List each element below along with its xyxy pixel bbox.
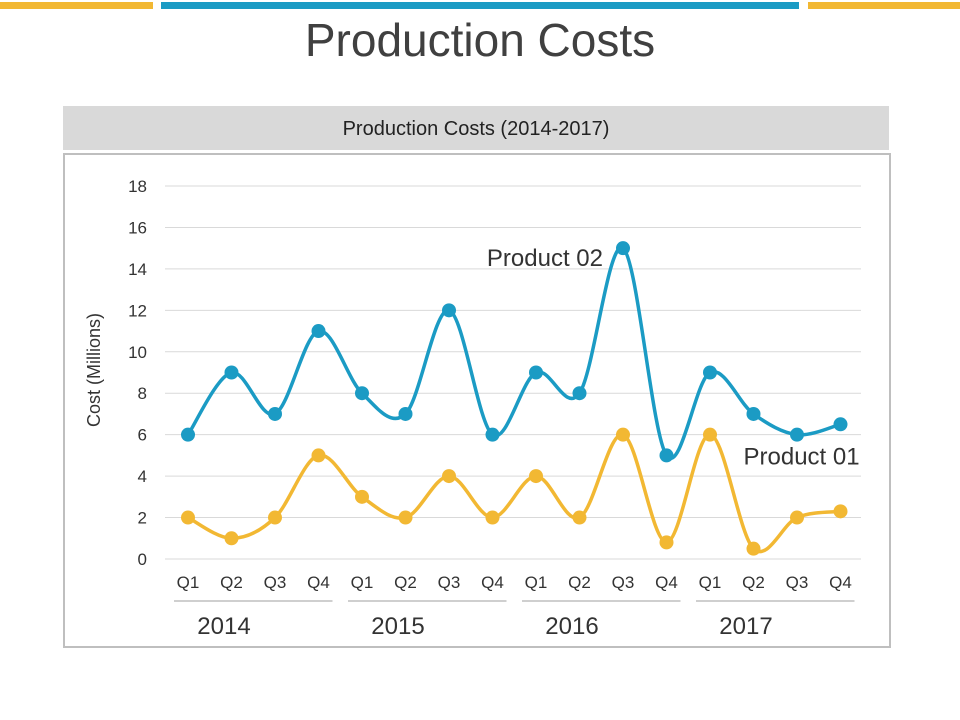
data-point <box>616 241 630 256</box>
x-tick-label: Q4 <box>481 573 504 592</box>
x-axis-year-groups: 2014 2015 2016 2017 <box>174 600 855 640</box>
data-point <box>442 469 456 484</box>
data-point <box>572 386 587 401</box>
year-group-label: 2017 <box>719 613 772 640</box>
chart-frame: 0 2 4 6 8 10 12 14 16 18 Cost (Millions) Q1 Q2 Q3 Q4… <box>63 153 891 648</box>
y-tick-label: 18 <box>128 177 147 196</box>
data-point <box>659 535 674 550</box>
data-point <box>833 504 848 519</box>
series-lines <box>181 241 848 556</box>
data-point <box>355 489 369 504</box>
data-point <box>616 427 630 442</box>
data-point <box>485 510 500 525</box>
x-tick-label: Q1 <box>525 573 548 592</box>
data-point <box>311 448 326 463</box>
data-point <box>224 531 239 546</box>
data-point <box>833 417 848 432</box>
x-tick-label: Q3 <box>438 573 461 592</box>
x-tick-label: Q1 <box>351 573 374 592</box>
data-point <box>181 427 195 442</box>
x-tick-label: Q3 <box>612 573 635 592</box>
data-point <box>572 510 587 525</box>
y-tick-label: 2 <box>138 509 147 528</box>
data-point <box>790 510 804 525</box>
data-point <box>398 406 413 421</box>
year-group-label: 2015 <box>371 613 424 640</box>
x-tick-label: Q2 <box>742 573 765 592</box>
y-axis-label: Cost (Millions) <box>84 313 104 427</box>
data-point <box>268 406 282 421</box>
x-tick-label: Q2 <box>220 573 243 592</box>
y-tick-label: 6 <box>138 426 147 445</box>
series-product-01 <box>181 427 848 556</box>
y-tick-label: 0 <box>138 550 147 569</box>
x-tick-label: Q3 <box>786 573 809 592</box>
x-axis-ticks: Q1 Q2 Q3 Q4 Q1 Q2 Q3 Q4 Q1 Q2 Q3 Q4 Q1 Q2 Q3 Q4 <box>177 573 852 592</box>
data-point <box>703 427 717 442</box>
year-group-label: 2014 <box>197 613 250 640</box>
y-axis-ticks: 0 2 4 6 8 10 12 14 16 18 <box>128 177 147 569</box>
series-labels: Product 02 Product 01 <box>487 245 860 470</box>
data-point <box>703 365 717 380</box>
y-tick-label: 4 <box>138 467 147 486</box>
top-accent-bar-left <box>0 2 153 9</box>
y-tick-label: 8 <box>138 384 147 403</box>
data-point <box>268 510 282 525</box>
data-point <box>529 365 543 380</box>
y-tick-label: 14 <box>128 260 147 279</box>
x-tick-label: Q1 <box>699 573 722 592</box>
page-title: Production Costs <box>304 14 656 66</box>
series-label-product-02: Product 02 <box>487 245 603 272</box>
x-tick-label: Q4 <box>829 573 852 592</box>
x-tick-label: Q4 <box>307 573 330 592</box>
x-tick-label: Q1 <box>177 573 200 592</box>
data-point <box>442 303 456 318</box>
series-product-02 <box>181 241 848 463</box>
year-group-label: 2016 <box>545 613 598 640</box>
data-point <box>224 365 239 380</box>
chart-title: Production Costs (2014-2017) <box>63 106 889 150</box>
data-point <box>790 427 804 442</box>
x-tick-label: Q3 <box>264 573 287 592</box>
data-point <box>659 448 674 463</box>
top-accent-bar-right <box>808 2 960 9</box>
data-point <box>311 324 326 339</box>
x-tick-label: Q2 <box>394 573 417 592</box>
top-accent-bar-center <box>161 2 799 9</box>
series-label-product-01: Product 01 <box>744 444 860 471</box>
data-point <box>398 510 413 525</box>
gridlines <box>165 185 861 560</box>
data-point <box>746 406 761 421</box>
data-point <box>181 510 195 525</box>
data-point <box>485 427 500 442</box>
x-tick-label: Q4 <box>655 573 678 592</box>
series-line-product-02 <box>186 246 841 460</box>
y-tick-label: 10 <box>128 343 147 362</box>
data-point <box>355 386 369 401</box>
data-point <box>529 469 543 484</box>
x-tick-label: Q2 <box>568 573 591 592</box>
line-chart: 0 2 4 6 8 10 12 14 16 18 Cost (Millions) Q1 Q2 Q3 Q4… <box>84 177 861 640</box>
y-tick-label: 12 <box>128 301 147 320</box>
y-tick-label: 16 <box>128 218 147 237</box>
data-point <box>746 541 761 556</box>
